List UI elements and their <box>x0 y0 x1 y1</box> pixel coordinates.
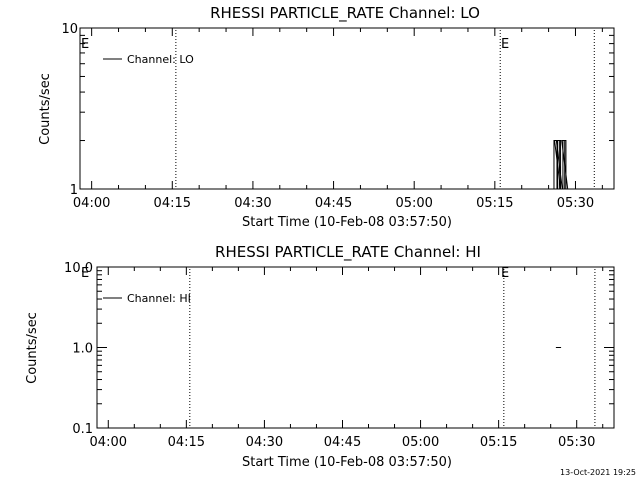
chart-hi-xlabel: Start Time (10-Feb-08 03:57:50) <box>242 455 452 470</box>
chart-lo-plot-frame <box>79 27 615 190</box>
timestamp: 13-Oct-2021 19:25 <box>560 468 636 477</box>
chart-lo-xtick-label: 05:00 <box>395 196 432 211</box>
chart-hi-ylabel: Counts/sec <box>25 312 40 384</box>
chart-lo-legend-label: Channel: LO <box>127 53 194 66</box>
chart-hi-xtick-label: 04:15 <box>168 435 205 450</box>
chart-hi-panel: RHESSI PARTICLE_RATE Channel: HI Counts/… <box>25 243 615 470</box>
chart-hi-xtick-label: 05:30 <box>558 435 595 450</box>
chart-lo-xtick-label: 05:15 <box>476 196 513 211</box>
chart-lo-title: RHESSI PARTICLE_RATE Channel: LO <box>210 4 480 23</box>
chart-hi-xtick-label: 04:30 <box>246 435 283 450</box>
chart-hi-marker-label: E <box>501 266 509 281</box>
chart-lo-ylabel: Counts/sec <box>38 73 53 145</box>
chart-lo-xtick-label: 04:30 <box>234 196 271 211</box>
chart-lo-xlabel: Start Time (10-Feb-08 03:57:50) <box>242 215 452 230</box>
chart-hi-xtick-label: 05:00 <box>402 435 439 450</box>
chart-lo-xtick-label: 04:45 <box>315 196 352 211</box>
chart-hi-xtick-label: 04:00 <box>90 435 127 450</box>
chart-lo-xtick-label: 05:30 <box>557 196 594 211</box>
chart-lo-panel: RHESSI PARTICLE_RATE Channel: LO Counts/… <box>38 4 615 230</box>
chart-lo-xtick-label: 04:00 <box>73 196 110 211</box>
chart-lo-corner-label: E <box>81 37 89 52</box>
chart-hi-xtick-label: 04:45 <box>324 435 361 450</box>
chart-hi-xtick-label: 05:15 <box>480 435 517 450</box>
chart-hi-title: RHESSI PARTICLE_RATE Channel: HI <box>215 243 481 262</box>
chart-lo-xtick-label: 04:15 <box>154 196 191 211</box>
chart-hi-corner-label: E <box>81 266 89 281</box>
chart-hi-ytick-label: 0.1 <box>72 422 93 437</box>
chart-lo-series-line-inner <box>550 140 569 190</box>
chart-hi-ytick-label: 10.0 <box>64 261 93 276</box>
chart-lo-ytick-label: 1 <box>70 183 78 198</box>
chart-hi-legend-label: Channel: HI <box>127 292 191 305</box>
chart-hi-ytick-label: 1.0 <box>72 342 93 357</box>
chart-lo-marker-label: E <box>501 37 509 52</box>
chart-lo-ytick-label: 10 <box>61 22 78 37</box>
